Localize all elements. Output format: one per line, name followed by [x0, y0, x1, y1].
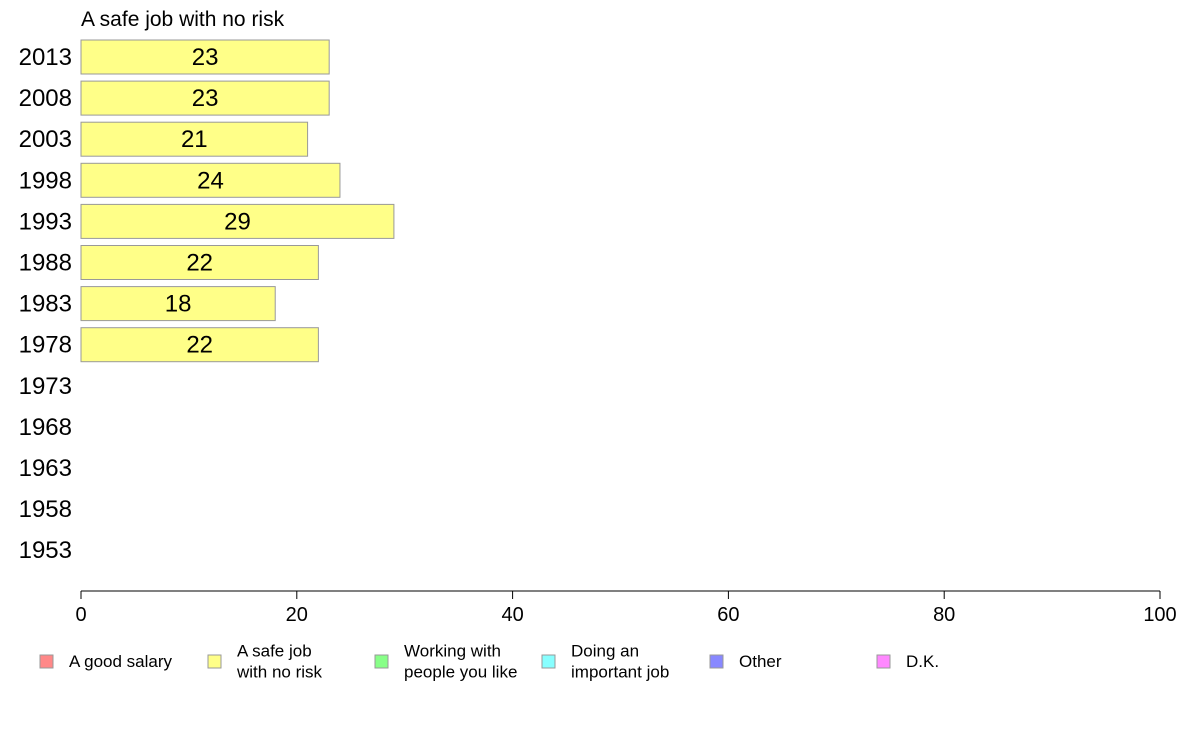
- legend-label-3-line-0: Doing an: [571, 642, 639, 661]
- bar-label-2013: 23: [192, 44, 219, 71]
- x-tick-label-40: 40: [501, 604, 523, 626]
- bar-label-1983: 18: [165, 291, 192, 318]
- legend-swatch-3: [541, 654, 556, 669]
- legend-swatch-4: [709, 654, 724, 669]
- bar-1998: [80, 162, 341, 198]
- y-tick-label-1978: 1978: [19, 332, 72, 359]
- bar-1983: [80, 286, 276, 322]
- bar-2003: [80, 121, 309, 157]
- y-tick-label-2008: 2008: [19, 85, 72, 112]
- legend-label-3-line-1: important job: [571, 663, 669, 682]
- bar-2008: [80, 80, 330, 116]
- y-tick-label-1998: 1998: [19, 167, 72, 194]
- x-tick-label-20: 20: [286, 604, 308, 626]
- bar-label-1993: 29: [224, 208, 251, 235]
- y-tick-label-1983: 1983: [19, 291, 72, 318]
- legend-label-2-line-0: Working with: [404, 642, 501, 661]
- bar-label-1978: 22: [186, 332, 213, 359]
- y-tick-label-1968: 1968: [19, 414, 72, 441]
- legend: A good salary A safe job with no risk Worki…: [39, 642, 939, 682]
- y-tick-label-1988: 1988: [19, 250, 72, 277]
- x-tick-label-100: 100: [1143, 604, 1176, 626]
- bar-1988: [80, 245, 319, 280]
- legend-swatch-5: [876, 654, 891, 669]
- legend-label-0-line-0: A good salary: [69, 652, 173, 671]
- y-axis-labels: 2013 2008 2003 1998 1993 1988 1983 1978 1973 1968…: [19, 44, 72, 564]
- y-tick-label-1993: 1993: [19, 208, 72, 235]
- y-tick-label-1973: 1973: [19, 373, 72, 400]
- bar-label-1988: 22: [186, 250, 213, 277]
- legend-label-1-line-0: A safe job: [237, 642, 312, 661]
- x-tick-label-60: 60: [717, 604, 739, 626]
- y-tick-label-1958: 1958: [19, 496, 72, 523]
- y-tick-label-2003: 2003: [19, 126, 72, 153]
- legend-swatch-0: [39, 654, 54, 669]
- x-tick-label-0: 0: [75, 604, 86, 626]
- legend-label-5-line-0: D.K.: [906, 652, 939, 671]
- bar-2013: [80, 39, 330, 75]
- bar-1978: [80, 327, 319, 363]
- legend-swatch-1: [207, 654, 222, 669]
- legend-label-2-line-1: people you like: [404, 663, 517, 682]
- bar-1993: [80, 203, 395, 239]
- y-tick-label-2013: 2013: [19, 44, 72, 71]
- bar-label-2003: 21: [181, 126, 208, 153]
- chart-title: A safe job with no risk: [81, 8, 285, 31]
- legend-label-1-line-1: with no risk: [236, 663, 323, 682]
- bar-label-1998: 24: [197, 167, 224, 194]
- bar-label-2008: 23: [192, 85, 219, 112]
- legend-label-4-line-0: Other: [739, 652, 782, 671]
- legend-swatch-2: [374, 654, 389, 669]
- x-tick-label-80: 80: [933, 604, 955, 626]
- y-tick-label-1953: 1953: [19, 537, 72, 564]
- y-tick-label-1963: 1963: [19, 455, 72, 482]
- x-axis: 0 20 40 60 80 100: [75, 590, 1177, 626]
